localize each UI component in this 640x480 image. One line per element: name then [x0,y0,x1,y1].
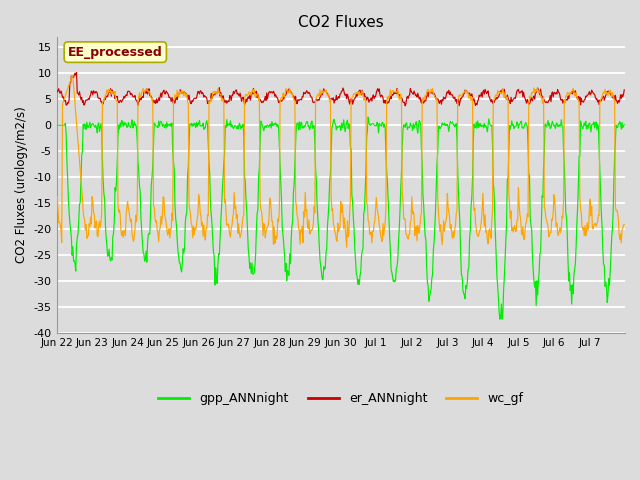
Y-axis label: CO2 Fluxes (urology/m2/s): CO2 Fluxes (urology/m2/s) [15,107,28,264]
Legend: gpp_ANNnight, er_ANNnight, wc_gf: gpp_ANNnight, er_ANNnight, wc_gf [153,387,529,410]
Title: CO2 Fluxes: CO2 Fluxes [298,15,383,30]
Text: EE_processed: EE_processed [68,46,163,59]
